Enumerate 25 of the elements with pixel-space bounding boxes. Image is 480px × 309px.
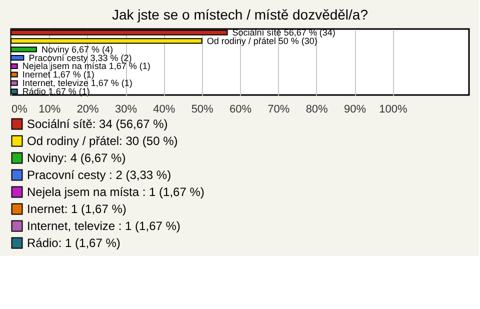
x-tick-label: 60% (229, 104, 252, 116)
legend-label: Rádio: 1 (1,67 %) (27, 236, 120, 250)
x-tick-label: 40% (153, 104, 176, 116)
data-label: Internet, televize 1,67 % (1) (22, 78, 132, 88)
legend-label: Nejela jsem na místa : 1 (1,67 %) (27, 185, 204, 199)
x-tick-label: 10% (38, 104, 61, 116)
x-tick-label: 0% (12, 104, 28, 116)
x-tick-label: 70% (268, 104, 290, 116)
chart-title: Jak jste se o místech / místě dozvěděl/a? (112, 6, 368, 23)
legend-label: Od rodiny / přátel: 30 (50 %) (27, 134, 178, 148)
data-label: Od rodiny / přátel 50 % (30) (206, 36, 318, 46)
x-tick-label: 20% (76, 104, 100, 116)
legend-label: Inernet: 1 (1,67 %) (27, 202, 126, 216)
data-label: Noviny 6,67 % (4) (41, 44, 113, 54)
legend-label: Noviny: 4 (6,67 %) (27, 151, 126, 165)
data-label: Sociální sítě 56,67 % (34) (232, 28, 336, 38)
x-tick-label: 90% (344, 104, 366, 116)
legend-label: Pracovní cesty : 2 (3,33 %) (27, 168, 172, 182)
x-tick-label: 80% (306, 104, 328, 116)
legend-label: Sociální sítě: 34 (56,67 %) (27, 117, 168, 131)
x-tick-label: 30% (114, 104, 138, 116)
x-tick-label: 50% (191, 104, 214, 116)
x-tick-label: 100% (379, 104, 408, 116)
legend-label: Internet, televize : 1 (1,67 %) (27, 219, 180, 233)
data-label: Inernet 1,67 % (1) (22, 70, 94, 80)
